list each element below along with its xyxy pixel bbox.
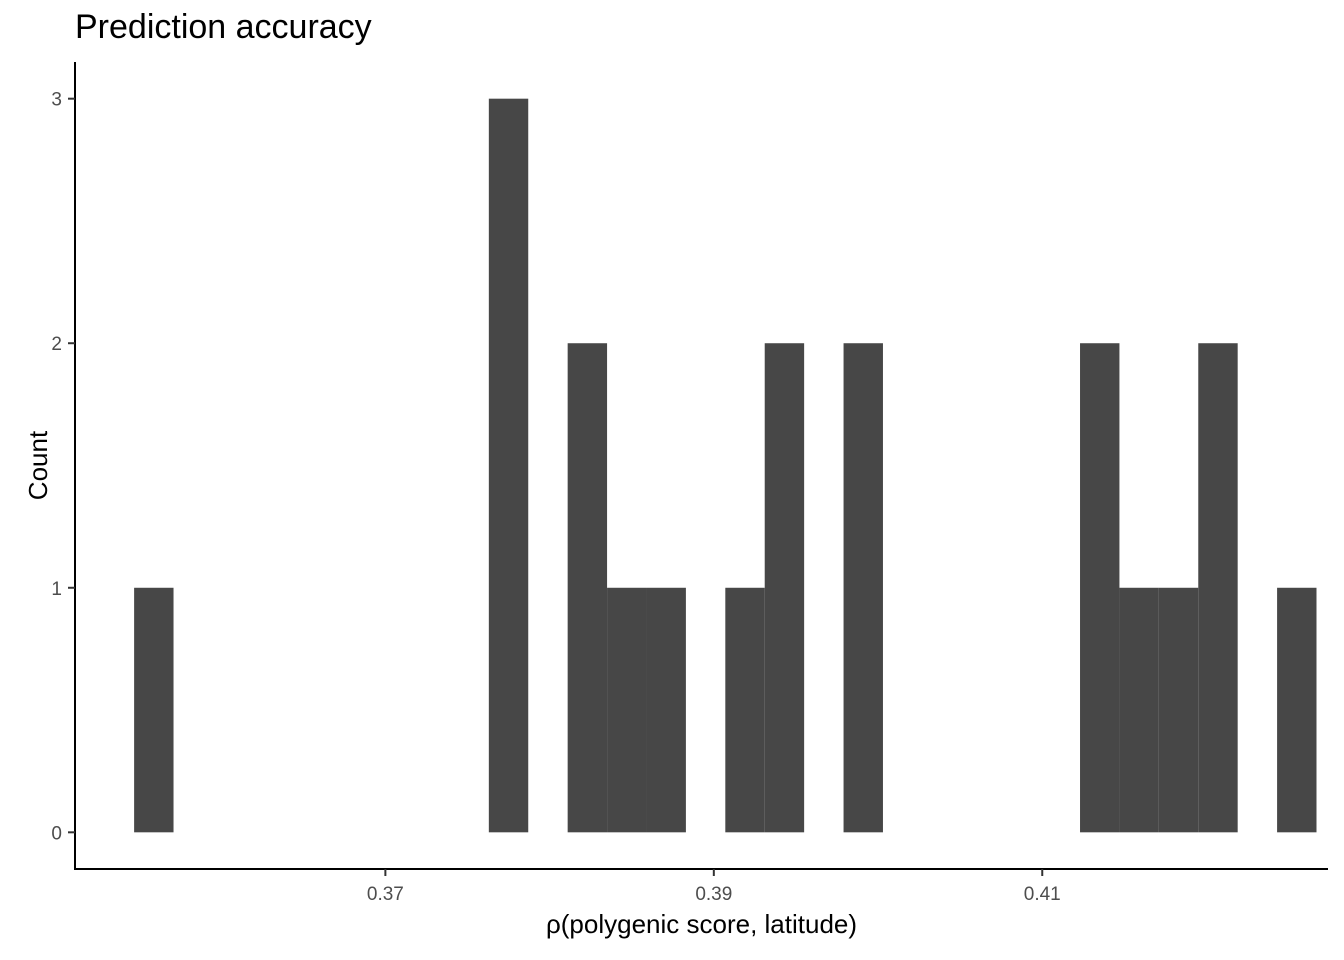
histogram-bar-11: [1198, 343, 1238, 833]
histogram-bar-5: [725, 587, 765, 833]
histogram-bar-3: [607, 587, 647, 833]
x-tick-label-2: 0.41: [1024, 884, 1061, 905]
histogram-bar-4: [646, 587, 686, 833]
x-tick-label-0: 0.37: [367, 884, 404, 905]
histogram-bar-8: [1080, 343, 1120, 833]
x-ticks-group: 0.37 0.39 0.41: [367, 869, 1061, 905]
histogram-bar-6: [764, 343, 805, 833]
y-tick-label-3: 3: [51, 90, 62, 111]
x-tick-label-1: 0.39: [695, 884, 732, 905]
y-tick-label-0: 0: [51, 823, 62, 844]
histogram-bar-7: [843, 343, 883, 833]
histogram-bar-2: [567, 343, 608, 833]
histogram-bar-12: [1277, 587, 1317, 833]
histogram-bar-10: [1158, 587, 1199, 833]
bars-group: [134, 98, 1317, 833]
histogram-bar-0: [134, 587, 174, 833]
histogram-bar-9: [1119, 587, 1159, 833]
chart-title: Prediction accuracy: [75, 8, 372, 46]
y-tick-label-2: 2: [51, 334, 62, 355]
histogram-bar-1: [488, 98, 529, 833]
axes-group: [74, 62, 1328, 870]
y-tick-label-1: 1: [51, 579, 62, 600]
y-ticks-group: 0 1 2 3: [51, 90, 75, 844]
x-axis-title: ρ(polygenic score, latitude): [546, 909, 857, 939]
y-axis-title: Count: [23, 430, 53, 500]
